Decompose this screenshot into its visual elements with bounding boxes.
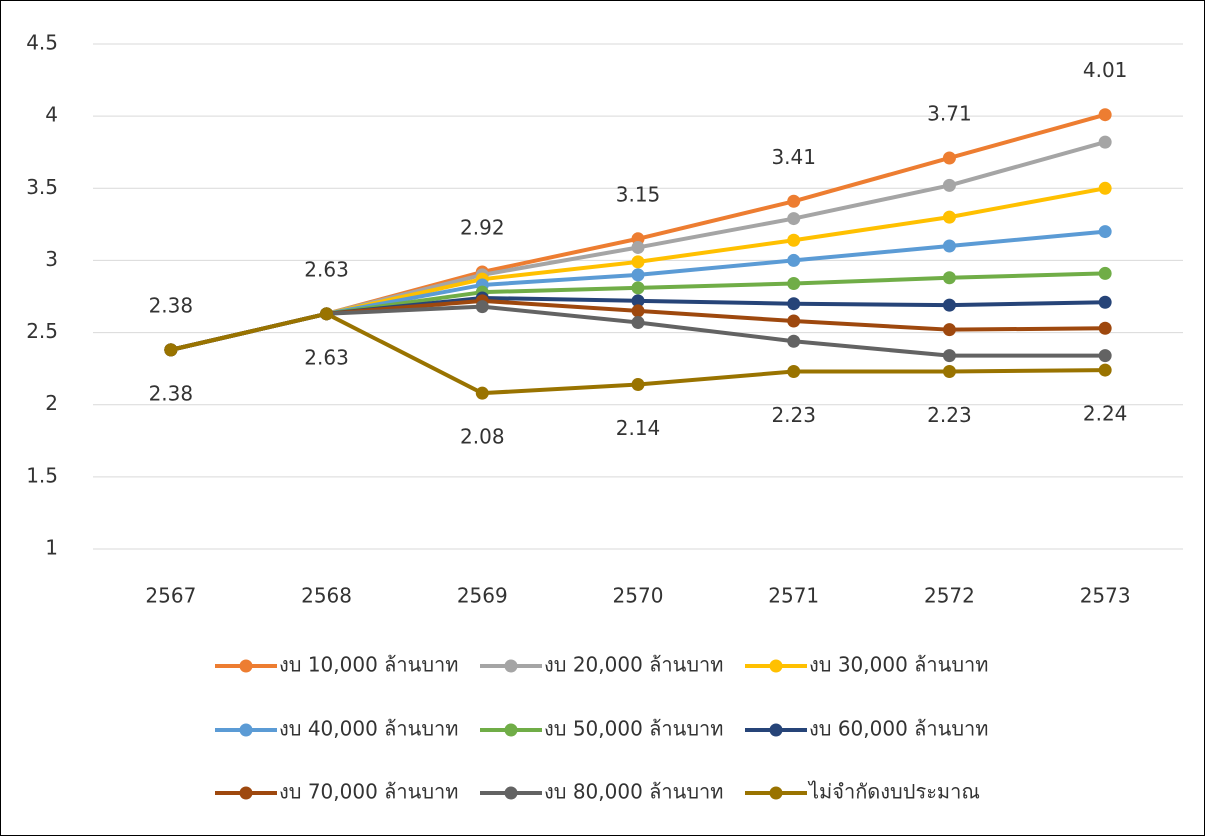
point [787,314,801,328]
legend-swatch-marker [239,659,253,673]
data-label: 2.63 [304,345,349,369]
point [631,240,645,254]
point [787,277,801,291]
point [631,378,645,392]
point [1098,108,1112,122]
point [942,298,956,312]
legend-label: งบ 70,000 ล้านบาท [279,780,458,804]
point [942,239,956,253]
legend-label: งบ 60,000 ล้านบาท [809,717,988,741]
legend-swatch-marker [769,659,783,673]
legend-swatch-marker [239,723,253,737]
point [787,212,801,226]
data-label: 3.71 [927,101,972,125]
legend-swatch-marker [504,786,518,800]
legend-label: งบ 30,000 ล้านบาท [809,653,988,677]
data-label: 2.63 [304,257,349,281]
point [631,255,645,269]
legend-swatch-marker [239,786,253,800]
y-tick-label: 3 [45,247,58,271]
legend-label: งบ 10,000 ล้านบาท [279,653,458,677]
y-tick-label: 4.5 [26,31,58,55]
point [631,315,645,329]
data-label: 2.92 [460,215,505,239]
x-tick-label: 2569 [457,584,508,608]
data-label: 2.23 [771,403,816,427]
point [1098,295,1112,309]
point [942,323,956,337]
data-label: 2.38 [149,381,194,405]
x-tick-label: 2568 [301,584,352,608]
data-label: 2.24 [1083,402,1128,426]
data-label: 4.01 [1083,58,1128,82]
point [942,151,956,165]
point [1098,225,1112,239]
point [475,386,489,400]
point [631,294,645,308]
y-tick-label: 4 [45,103,58,127]
point [787,297,801,311]
point [631,268,645,282]
data-label: 2.14 [616,416,661,440]
y-tick-label: 3.5 [26,175,58,199]
y-tick-label: 1 [45,536,58,560]
x-tick-label: 2572 [924,584,975,608]
point [787,365,801,379]
data-label: 2.38 [149,293,194,317]
point [787,233,801,247]
data-label: 3.15 [616,182,661,206]
point [942,271,956,285]
legend-swatch-marker [769,786,783,800]
point [1098,266,1112,280]
point [1098,181,1112,195]
legend-swatch-marker [504,723,518,737]
data-label: 3.41 [771,145,816,169]
point [631,304,645,318]
point [787,194,801,208]
point [942,210,956,224]
legend-swatch-marker [504,659,518,673]
point [1098,135,1112,149]
legend-label: งบ 80,000 ล้านบาท [544,780,723,804]
point [787,253,801,267]
data-label: 2.08 [460,425,505,449]
y-tick-label: 1.5 [26,463,58,487]
legend-label: งบ 40,000 ล้านบาท [279,717,458,741]
point [1098,349,1112,363]
point [1098,363,1112,377]
point [164,343,178,357]
point [631,281,645,295]
x-tick-label: 2571 [768,584,819,608]
point [1098,321,1112,335]
point [320,307,334,321]
legend-label: งบ 50,000 ล้านบาท [544,717,723,741]
data-label: 2.23 [927,403,972,427]
y-tick-label: 2.5 [26,319,58,343]
legend-swatch-marker [769,723,783,737]
point [475,300,489,314]
x-tick-label: 2567 [145,584,196,608]
point [942,365,956,379]
point [787,334,801,348]
x-tick-label: 2570 [613,584,664,608]
point [942,178,956,192]
y-tick-label: 2 [45,391,58,415]
legend-label: งบ 20,000 ล้านบาท [544,653,723,677]
x-tick-label: 2573 [1080,584,1131,608]
point [942,349,956,363]
legend-label: ไม่จำกัดงบประมาณ [807,780,980,804]
